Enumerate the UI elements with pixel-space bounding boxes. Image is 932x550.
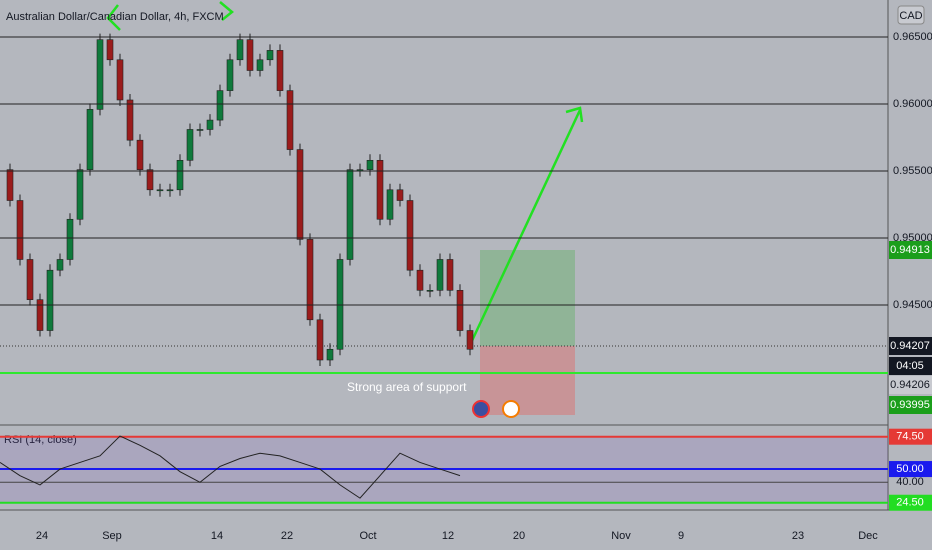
- tag-bg: [889, 461, 932, 478]
- price-tag: 0.94206: [890, 379, 930, 391]
- candle: [226, 59, 234, 91]
- x-tick-label: Dec: [858, 530, 878, 542]
- candle: [76, 169, 84, 220]
- y-tick-label: 0.96000: [893, 98, 932, 110]
- x-tick-label: 14: [211, 530, 223, 542]
- x-tick-label: Oct: [359, 530, 376, 542]
- x-tick-label: 23: [792, 530, 804, 542]
- annotation: Strong area of support: [347, 380, 467, 394]
- currency-badge[interactable]: [897, 5, 925, 25]
- x-tick-label: Sep: [102, 530, 122, 542]
- candle: [176, 159, 184, 191]
- x-tick-label: 24: [36, 530, 48, 542]
- candle: [196, 129, 204, 131]
- candle: [416, 269, 424, 291]
- candle: [306, 239, 314, 321]
- candles: [6, 33, 474, 366]
- candle: [346, 169, 354, 260]
- y-tick-label: 0.95000: [893, 232, 932, 244]
- x-tick-label: 22: [281, 530, 293, 542]
- price-tag: 0.93995: [890, 399, 930, 411]
- tag-bg: [889, 337, 932, 355]
- event-icon[interactable]: [502, 400, 520, 418]
- drawing: [219, 1, 234, 21]
- candle: [186, 129, 194, 161]
- candle: [406, 200, 414, 271]
- candle: [126, 99, 134, 141]
- candle: [466, 330, 474, 350]
- candle: [16, 200, 24, 260]
- candle: [96, 39, 104, 110]
- candle: [386, 189, 394, 220]
- y-tick-label: 0.96500: [893, 31, 932, 43]
- candle: [296, 149, 304, 240]
- candle: [66, 218, 74, 260]
- candle: [436, 259, 444, 291]
- price-tag: 0.94207: [890, 340, 930, 352]
- countdown: 04:05: [896, 360, 924, 372]
- tag-bg: [889, 428, 932, 445]
- drawing: [106, 4, 121, 31]
- candle: [86, 109, 94, 170]
- event-icon[interactable]: [472, 400, 490, 418]
- candle: [36, 299, 44, 331]
- candle: [266, 50, 274, 61]
- candle: [166, 189, 174, 192]
- candle: [256, 59, 264, 71]
- x-tick-label: 12: [442, 530, 454, 542]
- tag-bg: [889, 357, 932, 375]
- chart-title: Australian Dollar/Canadian Dollar, 4h, F…: [6, 11, 224, 23]
- candle: [276, 50, 284, 91]
- candle: [456, 290, 464, 331]
- candle: [316, 319, 324, 361]
- rsi-line: [0, 435, 461, 499]
- candle: [136, 139, 144, 170]
- arrow[interactable]: [468, 109, 582, 346]
- candle: [46, 269, 54, 331]
- candle: [206, 119, 214, 130]
- y-tick-label: 0.94500: [893, 299, 932, 311]
- candle: [236, 39, 244, 61]
- candle: [326, 348, 334, 361]
- candle: [26, 259, 34, 300]
- candle: [336, 259, 344, 350]
- tag-bg: [889, 241, 932, 259]
- stop-zone[interactable]: [480, 346, 575, 415]
- y-tick-label: 0.95500: [893, 165, 932, 177]
- candle: [246, 39, 254, 71]
- x-tick-label: 20: [513, 530, 525, 542]
- candle: [446, 259, 454, 291]
- candle: [106, 39, 114, 61]
- candle: [286, 90, 294, 150]
- candle: [396, 189, 404, 201]
- x-tick-label: Nov: [611, 530, 631, 542]
- arrow-head: [565, 106, 584, 123]
- candle: [376, 159, 384, 220]
- candle: [146, 169, 154, 191]
- tag-bg: [889, 396, 932, 414]
- price-axis-bg: [888, 0, 932, 550]
- candle: [6, 169, 14, 201]
- currency: CAD: [899, 10, 922, 22]
- x-tick-label: 9: [678, 530, 684, 542]
- candle: [426, 290, 434, 292]
- candle: [156, 189, 164, 192]
- rsi-level-label: 24.50: [896, 497, 924, 509]
- tag-bg: [889, 376, 932, 394]
- rsi-level-label: 50.00: [896, 463, 924, 475]
- target-zone[interactable]: [480, 250, 575, 346]
- candle: [216, 90, 224, 121]
- price-tag: 0.94913: [890, 244, 930, 256]
- candle: [366, 159, 374, 170]
- candle: [56, 259, 64, 271]
- rsi-level-label: 74.50: [896, 431, 924, 443]
- rsi-level-label: 40.00: [896, 476, 924, 488]
- candle: [116, 59, 124, 101]
- tag-bg: [889, 494, 932, 511]
